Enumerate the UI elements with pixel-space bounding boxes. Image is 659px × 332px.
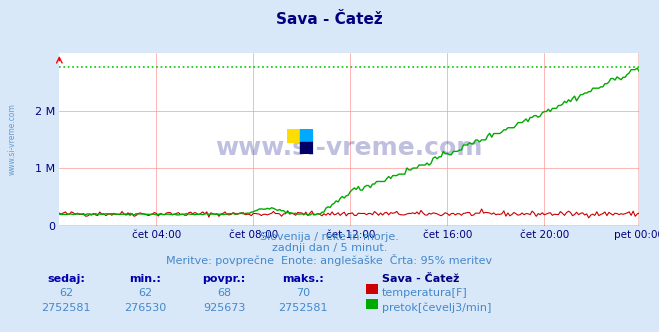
Text: 68: 68 (217, 288, 231, 298)
Text: www.si-vreme.com: www.si-vreme.com (215, 136, 483, 160)
Text: zadnji dan / 5 minut.: zadnji dan / 5 minut. (272, 243, 387, 253)
Text: 925673: 925673 (203, 303, 245, 313)
Text: Sava - Čatež: Sava - Čatež (382, 274, 459, 284)
Bar (287, 129, 300, 142)
Text: 276530: 276530 (124, 303, 166, 313)
Text: www.si-vreme.com: www.si-vreme.com (8, 104, 17, 175)
Text: sedaj:: sedaj: (47, 274, 85, 284)
Bar (300, 129, 313, 142)
Text: 2752581: 2752581 (278, 303, 328, 313)
Text: 2752581: 2752581 (41, 303, 91, 313)
Text: Sava - Čatež: Sava - Čatež (276, 12, 383, 27)
Text: Meritve: povprečne  Enote: anglešaške  Črta: 95% meritev: Meritve: povprečne Enote: anglešaške Črt… (167, 254, 492, 266)
Text: pretok[čevelj3/min]: pretok[čevelj3/min] (382, 303, 492, 313)
Text: temperatura[F]: temperatura[F] (382, 288, 468, 298)
Text: min.:: min.: (129, 274, 161, 284)
Text: Slovenija / reke in morje.: Slovenija / reke in morje. (260, 232, 399, 242)
Text: 62: 62 (59, 288, 73, 298)
Bar (300, 142, 313, 154)
Text: 70: 70 (296, 288, 310, 298)
Text: 62: 62 (138, 288, 152, 298)
Text: povpr.:: povpr.: (202, 274, 246, 284)
Text: maks.:: maks.: (282, 274, 324, 284)
